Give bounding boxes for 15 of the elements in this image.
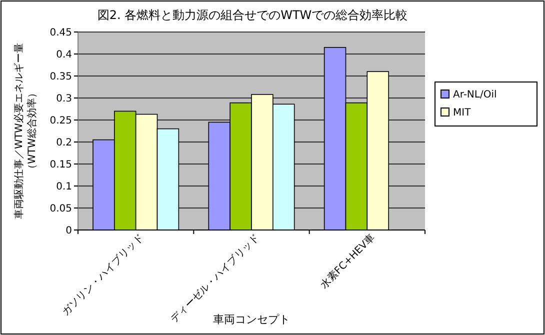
y-tick-label: 0 — [66, 226, 72, 236]
x-axis-title: 車両コンセプト — [213, 313, 290, 326]
y-tick-label: 0.45 — [50, 28, 72, 38]
y-axis-title: 車両駆動仕事／WTW必要エネルギー量（WTW総合効率） — [13, 43, 38, 219]
y-tick-label: 0.2 — [56, 138, 72, 148]
legend-label: Ar-NL/Oil — [453, 90, 497, 100]
y-tick-label: 0.05 — [50, 204, 72, 214]
y-tick-label: 0.25 — [50, 116, 72, 126]
chart-title: 図2. 各燃料と動力源の組合せでのWTWでの総合効率比較 — [97, 8, 408, 22]
y-tick-label: 0.35 — [50, 72, 72, 82]
y-tick-label: 0.15 — [50, 160, 72, 170]
y-tick-label: 0.4 — [56, 50, 72, 60]
y-tick-label: 0.1 — [56, 182, 72, 192]
y-tick-label: 0.3 — [56, 94, 72, 104]
legend-label: MIT — [453, 108, 472, 118]
